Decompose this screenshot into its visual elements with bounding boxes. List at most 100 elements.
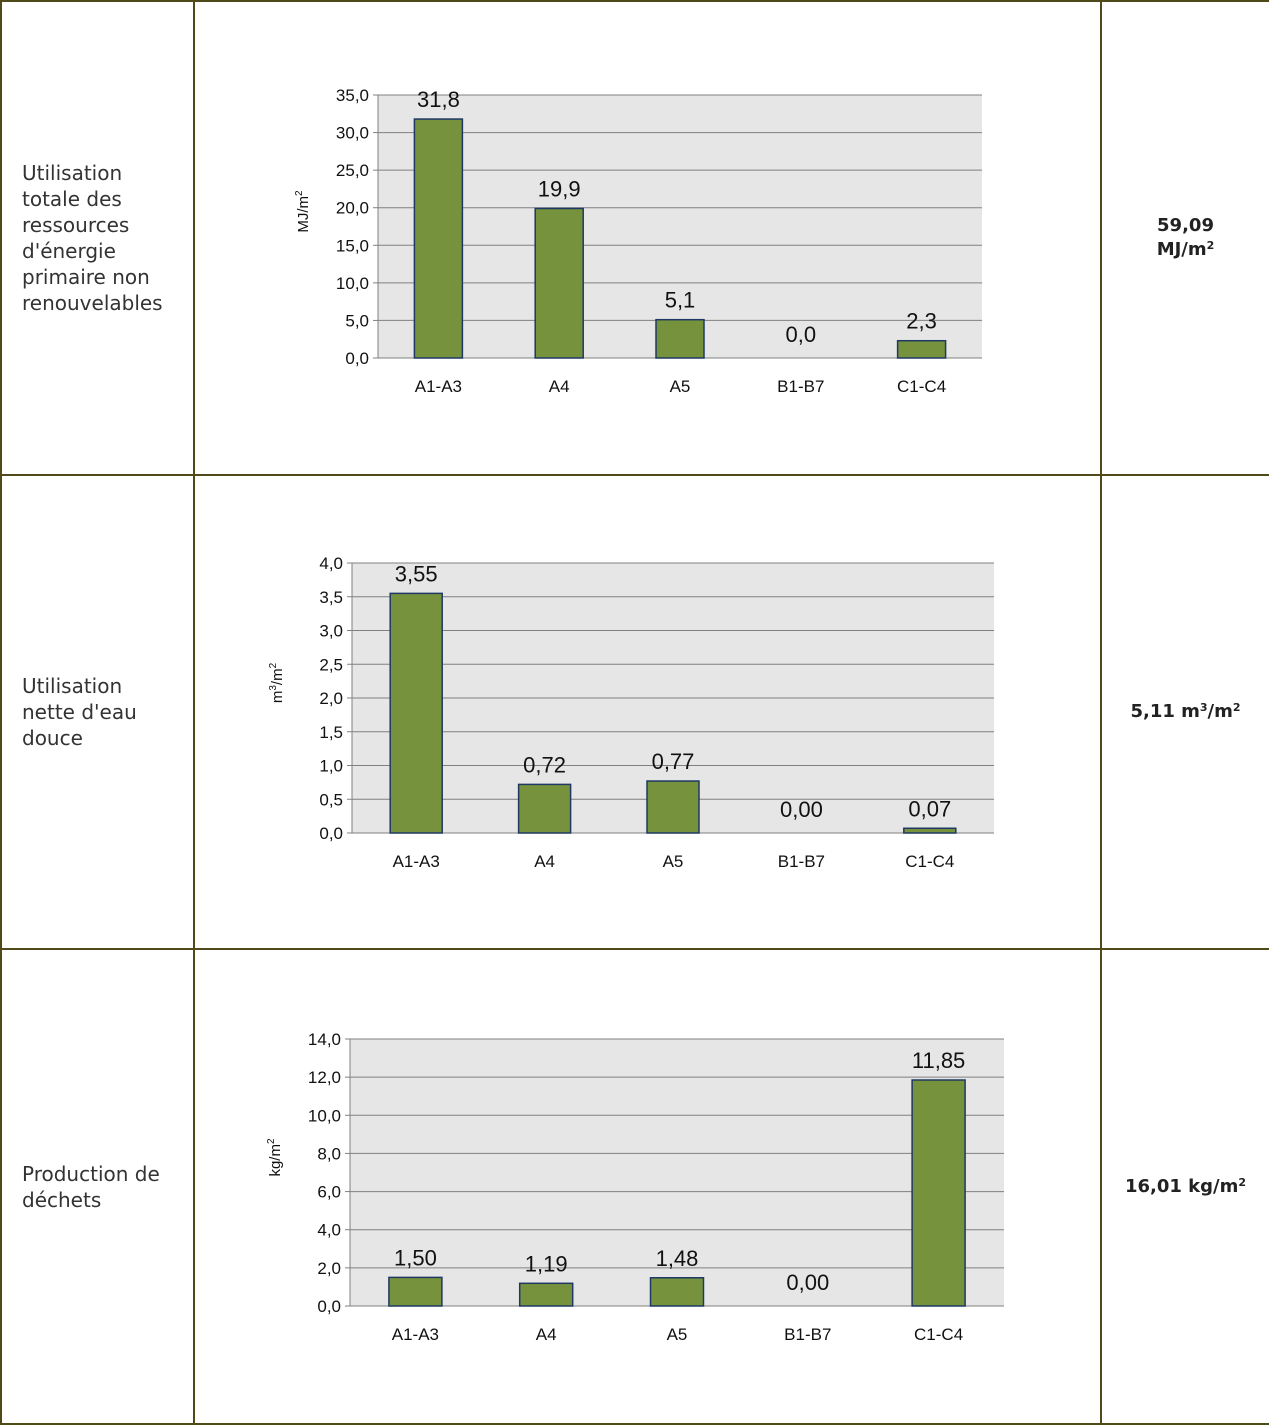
waste-bar-chart: 0,0 2,0 4,0 6,0 8,0 10,0 12,0 14,0 1,50 A1-A3 1,19… — [266, 1030, 1004, 1344]
y-tick-label: 0,0 — [317, 1297, 341, 1316]
y-tick-label: 25,0 — [336, 161, 369, 180]
label-line: renouvelables — [22, 291, 163, 315]
x-tick-label: A1-A3 — [415, 377, 462, 396]
x-tick-label: A4 — [549, 377, 570, 396]
data-label: 0,77 — [652, 749, 695, 774]
table-row: Production de déchets 0,0 2,0 4,0 6,0 8,0 10,… — [0, 948, 1269, 1425]
data-label: 31,8 — [417, 87, 460, 112]
data-label: 1,19 — [525, 1251, 568, 1276]
bar — [896, 339, 947, 359]
data-label: 0,72 — [523, 752, 566, 777]
unit-part: MJ/m — [295, 196, 312, 233]
total-unit-sup: 2 — [1238, 1175, 1247, 1189]
label-line: douce — [22, 726, 83, 750]
unit-sup: 2 — [294, 190, 305, 196]
total-value: 5,11 m — [1130, 701, 1200, 722]
unit-sup: 2 — [268, 662, 279, 668]
x-tick-label: B1-B7 — [778, 852, 825, 871]
label-line: Utilisation — [22, 161, 123, 185]
data-label: 1,50 — [394, 1245, 437, 1270]
label-line: nette d'eau — [22, 700, 137, 724]
y-tick-label: 20,0 — [336, 199, 369, 218]
indicator-label: Production de déchets — [0, 948, 195, 1425]
x-tick-label: A5 — [670, 377, 691, 396]
indicator-total: 59,09 MJ/m2 — [1100, 0, 1269, 476]
y-tick-label: 14,0 — [308, 1030, 341, 1049]
total-unit-sup: 2 — [1232, 701, 1241, 714]
data-label: 3,55 — [395, 561, 438, 586]
y-tick-label: 3,0 — [319, 622, 343, 641]
y-tick-label: 1,0 — [319, 757, 343, 776]
indicator-label: Utilisation nette d'eau douce — [0, 474, 195, 950]
bar — [646, 780, 700, 834]
y-tick-label: 3,5 — [319, 588, 343, 607]
x-tick-label: A4 — [534, 852, 555, 871]
label-line: déchets — [22, 1187, 102, 1212]
label-line: Utilisation — [22, 674, 123, 698]
y-tick-label: 2,0 — [319, 689, 343, 708]
bar — [413, 118, 464, 359]
y-tick-label: 10,0 — [336, 274, 369, 293]
y-tick-label: 2,5 — [319, 655, 343, 674]
data-label: 0,00 — [786, 1270, 829, 1295]
x-tick-label: A5 — [663, 852, 684, 871]
total-value: 16,01 kg/m — [1124, 1175, 1239, 1197]
bar — [649, 1277, 705, 1307]
y-tick-label: 5,0 — [345, 311, 369, 330]
x-tick-label: A5 — [667, 1325, 688, 1344]
y-tick-label: 0,0 — [319, 824, 343, 843]
x-tick-label: A4 — [536, 1325, 557, 1344]
bar — [534, 207, 584, 359]
y-axis-label: m3/m2 — [268, 662, 286, 703]
x-tick-label: C1-C4 — [914, 1325, 963, 1344]
unit-part: m — [269, 691, 286, 704]
bar — [911, 1079, 966, 1307]
y-tick-label: 6,0 — [317, 1183, 341, 1202]
y-tick-label: 4,0 — [319, 554, 343, 573]
label-line: ressources — [22, 213, 130, 237]
y-tick-label: 1,5 — [319, 723, 343, 742]
bar — [518, 1282, 574, 1307]
plot-area — [350, 1039, 1004, 1306]
x-tick-label: A1-A3 — [393, 852, 440, 871]
label-line: totale des — [22, 187, 122, 211]
data-label: 0,0 — [786, 322, 817, 347]
indicator-label: Utilisation totale des ressources d'éner… — [0, 0, 195, 476]
indicator-total: 5,11 m3/m2 — [1100, 474, 1269, 950]
total-unit-sup: 2 — [1206, 239, 1215, 252]
data-label: 5,1 — [665, 288, 696, 313]
plot-area — [378, 95, 982, 358]
y-tick-label: 35,0 — [336, 86, 369, 105]
water-bar-chart: 0,0 0,5 1,0 1,5 2,0 2,5 3,0 3,5 4,0 3,55 A1-A3 0,72… — [268, 554, 994, 871]
x-tick-label: C1-C4 — [905, 852, 954, 871]
label-line: Production de — [22, 1161, 160, 1186]
energy-bar-chart: 0,05,010,015,020,025,030,035,0 31,8A1-A31… — [294, 86, 982, 396]
bar — [517, 783, 572, 834]
y-tick-label: 12,0 — [308, 1068, 341, 1087]
unit-part: kg/m — [267, 1144, 284, 1177]
data-label: 0,00 — [780, 797, 823, 822]
label-line: d'énergie — [22, 239, 116, 263]
total-unit-sup: 3 — [1199, 701, 1208, 714]
total-unit: MJ/m — [1156, 239, 1207, 260]
y-tick-label: 10,0 — [308, 1106, 341, 1125]
unit-sup: 2 — [266, 1138, 277, 1144]
data-label: 11,85 — [912, 1048, 965, 1073]
x-tick-label: A1-A3 — [392, 1325, 439, 1344]
y-tick-label: 30,0 — [336, 124, 369, 143]
data-label: 1,48 — [656, 1246, 699, 1271]
y-tick-label: 15,0 — [336, 236, 369, 255]
y-tick-label: 0,0 — [345, 349, 369, 368]
bar — [655, 318, 705, 359]
y-axis-label: kg/m2 — [266, 1138, 284, 1177]
data-label: 2,3 — [906, 309, 937, 334]
x-tick-label: C1-C4 — [897, 377, 946, 396]
data-label: 19,9 — [538, 176, 581, 201]
total-value: 59,09 — [1157, 215, 1214, 236]
x-tick-label: B1-B7 — [784, 1325, 831, 1344]
label-line: primaire non — [22, 265, 150, 289]
table-row: Utilisation totale des ressources d'éner… — [0, 0, 1269, 476]
indicator-total: 16,01 kg/m2 — [1100, 948, 1269, 1425]
bar — [903, 827, 957, 834]
total-unit: /m — [1207, 701, 1233, 722]
